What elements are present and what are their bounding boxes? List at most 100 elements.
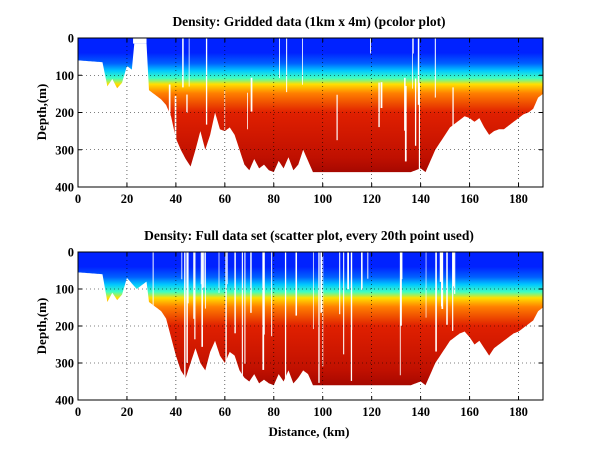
missing-cast [193, 252, 195, 319]
y-tick-label: 0 [68, 246, 74, 260]
missing-cast [133, 38, 147, 44]
x-tick-label: 80 [268, 405, 281, 419]
data-coverage-area [78, 38, 543, 173]
missing-cast [244, 252, 246, 364]
missing-cast [414, 78, 417, 146]
missing-cast [452, 252, 454, 331]
x-tick-label: 60 [219, 192, 232, 206]
missing-cast [404, 77, 406, 131]
bottom-chart-title: Density: Full data set (scatter plot, ev… [144, 228, 474, 243]
missing-cast [452, 252, 455, 287]
y-tick-label: 200 [55, 106, 74, 120]
missing-cast [347, 252, 349, 290]
y-tick-label: 300 [55, 143, 74, 157]
x-tick-label: 40 [170, 192, 183, 206]
x-tick-label: 0 [75, 405, 81, 419]
bottom-y-axis-label: Depth,(m) [34, 298, 49, 355]
x-tick-label: 140 [411, 405, 430, 419]
missing-cast [418, 82, 421, 176]
missing-cast [302, 38, 303, 85]
missing-cast [271, 252, 273, 337]
missing-cast [152, 94, 154, 118]
missing-cast [279, 38, 280, 79]
missing-cast [250, 77, 253, 112]
missing-cast [184, 252, 186, 378]
missing-cast [186, 94, 188, 113]
missing-cast [425, 252, 427, 318]
missing-cast [174, 96, 177, 154]
missing-cast [336, 94, 338, 141]
missing-cast [247, 92, 248, 130]
missing-cast [367, 252, 369, 279]
x-tick-label: 160 [460, 192, 479, 206]
missing-cast [351, 252, 353, 330]
missing-cast [205, 38, 208, 125]
x-tick-label: 120 [362, 192, 381, 206]
x-tick-label: 80 [268, 192, 281, 206]
missing-cast [200, 252, 202, 285]
missing-cast [378, 82, 380, 128]
missing-cast [322, 252, 324, 367]
y-tick-label: 400 [55, 394, 74, 408]
missing-cast [188, 38, 190, 87]
x-tick-label: 160 [460, 405, 479, 419]
missing-cast [225, 252, 227, 377]
missing-cast [417, 38, 420, 105]
missing-cast [186, 252, 188, 363]
missing-cast [454, 252, 456, 294]
x-tick-label: 20 [121, 192, 134, 206]
missing-cast [452, 87, 454, 136]
missing-cast [435, 252, 437, 352]
missing-cast [370, 38, 372, 54]
missing-cast [361, 252, 363, 290]
missing-cast [187, 252, 189, 304]
y-tick-label: 300 [55, 357, 74, 371]
top-y-axis-label: Depth,(m) [34, 84, 49, 141]
missing-cast [343, 252, 345, 355]
missing-cast [404, 85, 407, 162]
bottom-panel: Density: Full data set (scatter plot, ev… [34, 228, 544, 439]
missing-cast [234, 252, 236, 334]
missing-cast [250, 252, 252, 313]
missing-cast [182, 38, 184, 88]
missing-cast [194, 252, 196, 340]
missing-cast [434, 38, 436, 98]
missing-cast [439, 252, 442, 282]
x-tick-label: 0 [75, 192, 81, 206]
missing-cast [400, 252, 402, 326]
top-chart-title: Density: Gridded data (1km x 4m) (pcolor… [172, 14, 445, 29]
bottom-x-axis-label: Distance, (km) [269, 424, 350, 439]
x-tick-label: 20 [121, 405, 134, 419]
missing-cast [318, 252, 320, 383]
x-tick-label: 180 [509, 405, 528, 419]
missing-cast [284, 252, 287, 383]
missing-cast [446, 252, 448, 325]
missing-cast [380, 82, 383, 109]
missing-cast [262, 252, 265, 370]
y-tick-label: 100 [55, 69, 74, 83]
x-tick-label: 120 [362, 405, 381, 419]
missing-cast [412, 38, 413, 89]
missing-cast [241, 252, 243, 384]
x-tick-label: 100 [313, 192, 332, 206]
x-tick-label: 100 [313, 405, 332, 419]
y-tick-label: 200 [55, 320, 74, 334]
missing-cast [227, 252, 228, 285]
missing-cast [413, 38, 414, 54]
missing-cast [339, 252, 341, 315]
missing-cast [201, 252, 203, 347]
y-tick-label: 0 [68, 32, 74, 46]
missing-cast [168, 84, 171, 178]
missing-cast [295, 252, 298, 316]
x-tick-label: 140 [411, 192, 430, 206]
missing-cast [152, 252, 154, 360]
missing-cast [203, 252, 205, 288]
missing-cast [286, 38, 288, 93]
x-tick-label: 40 [170, 405, 183, 419]
missing-cast [181, 252, 183, 280]
data-coverage-area [78, 252, 543, 386]
missing-cast [263, 252, 265, 335]
missing-cast [399, 252, 401, 376]
